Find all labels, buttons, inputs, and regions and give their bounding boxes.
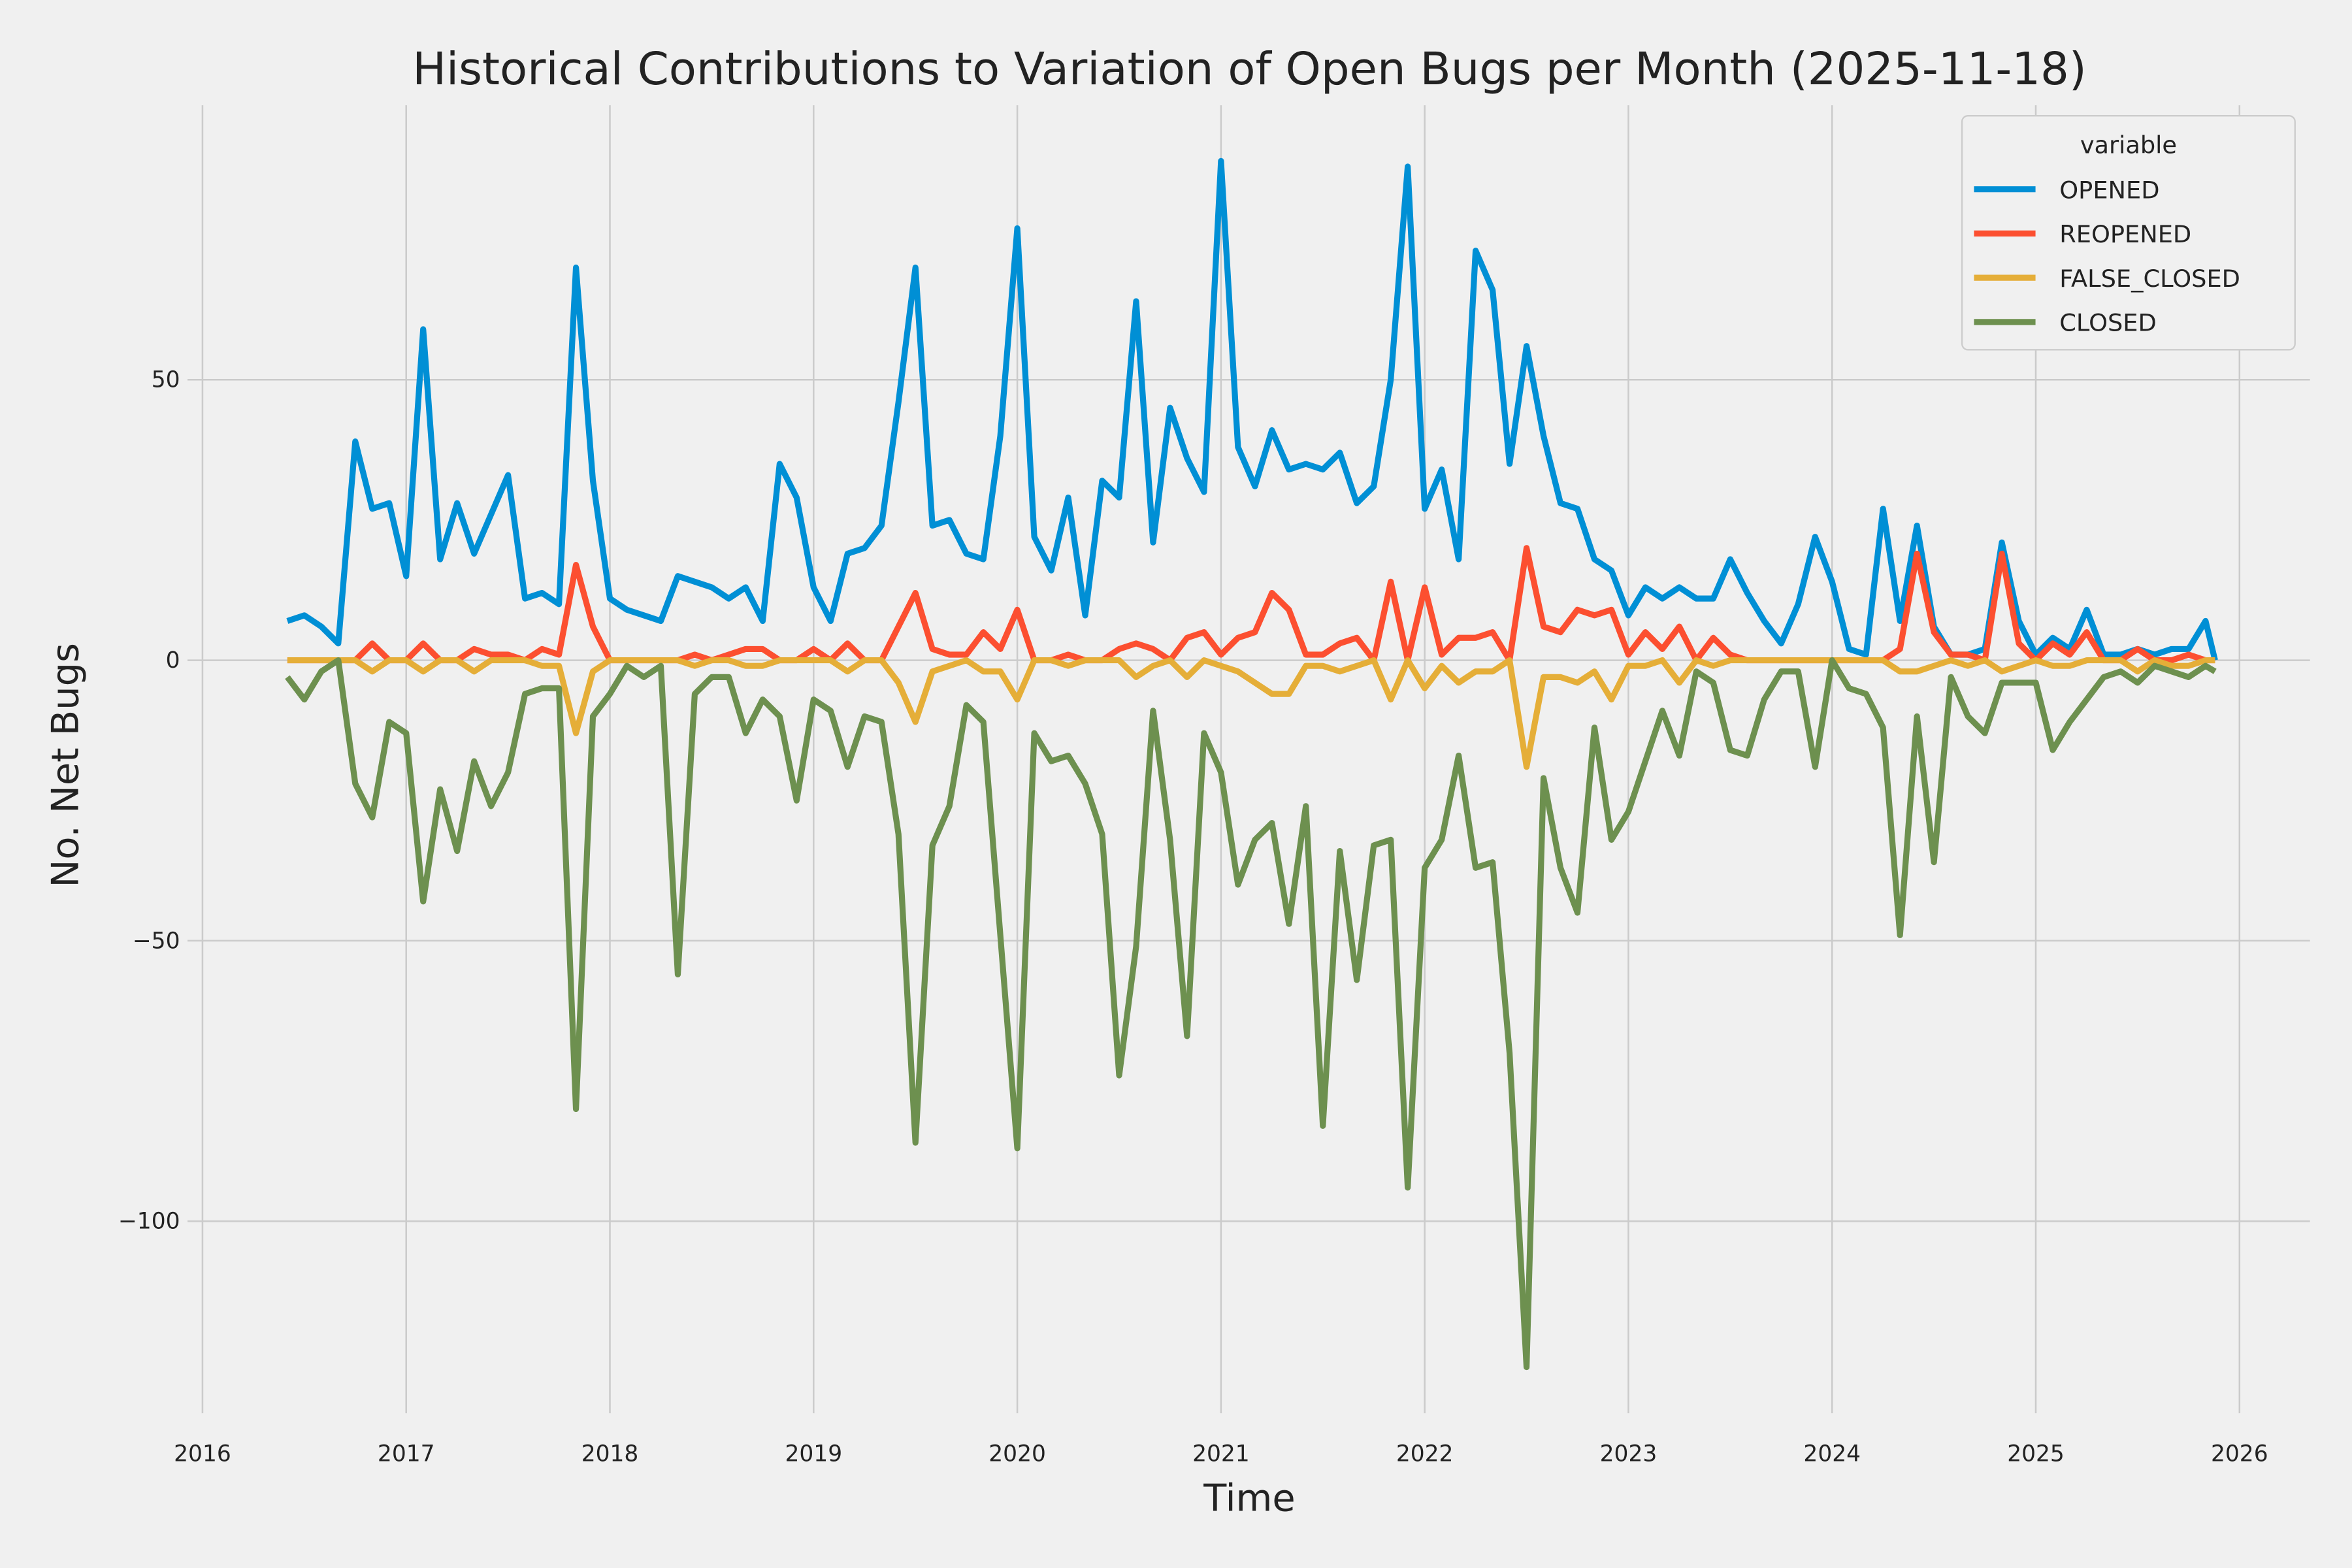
x-tick-label: 2024: [1803, 1441, 1861, 1467]
chart-title: Historical Contributions to Variation of…: [412, 43, 2086, 95]
y-tick-label: −100: [118, 1209, 180, 1235]
x-tick-label: 2017: [378, 1441, 435, 1467]
x-tick-label: 2023: [1600, 1441, 1658, 1467]
grid: [187, 105, 2310, 1414]
legend-title: variable: [2080, 131, 2177, 159]
legend: variable OPENED REOPENED FALSE_CLOSED CLOSE…: [1961, 115, 2296, 351]
series-opened: [286, 157, 2218, 661]
y-tick-label: −50: [133, 928, 180, 954]
legend-entry: REOPENED: [2059, 220, 2191, 248]
legend-entry: CLOSED: [2059, 309, 2156, 337]
legend-entry: FALSE_CLOSED: [2059, 265, 2240, 293]
series-false-closed: [287, 657, 2215, 770]
x-tick-label: 2018: [581, 1441, 639, 1467]
x-tick-label: 2019: [785, 1441, 843, 1467]
x-tick-label: 2025: [2007, 1441, 2065, 1467]
y-axis-label: No. Net Bugs: [43, 643, 87, 887]
x-tick-label: 2021: [1192, 1441, 1250, 1467]
x-axis-label: Time: [1203, 1476, 1295, 1520]
series-lines: [285, 157, 2218, 1371]
legend-box: [1961, 115, 2296, 351]
x-tick-label: 2022: [1396, 1441, 1454, 1467]
y-tick-labels: −100 −50 0 50: [118, 367, 180, 1235]
x-tick-label: 2020: [988, 1441, 1046, 1467]
x-tick-label: 2026: [2211, 1441, 2268, 1467]
y-tick-label: 0: [166, 647, 180, 674]
x-tick-labels: 2016 2017 2018 2019 2020 2021 2022 2023 2024 2025…: [174, 1441, 2268, 1467]
y-tick-label: 50: [152, 367, 180, 393]
legend-entry: OPENED: [2059, 176, 2159, 204]
series-closed: [285, 657, 2217, 1371]
x-tick-label: 2016: [174, 1441, 231, 1467]
